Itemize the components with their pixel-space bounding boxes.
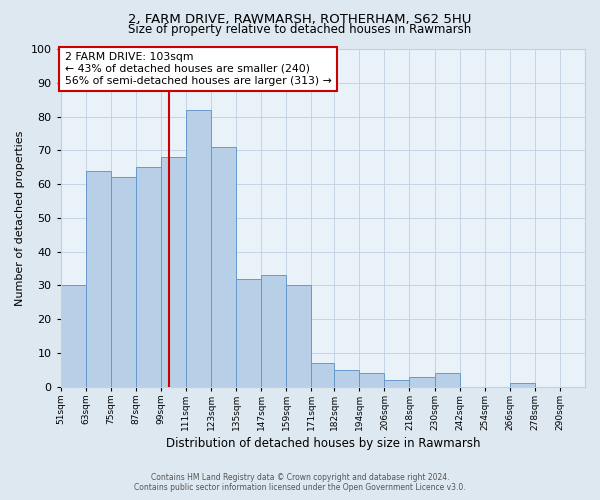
Bar: [136, 167, 161, 386]
Bar: [211, 147, 236, 386]
Bar: [409, 376, 434, 386]
Bar: [111, 178, 136, 386]
Bar: [334, 370, 359, 386]
Text: Size of property relative to detached houses in Rawmarsh: Size of property relative to detached ho…: [128, 22, 472, 36]
Bar: [86, 170, 111, 386]
Text: 2 FARM DRIVE: 103sqm
← 43% of detached houses are smaller (240)
56% of semi-deta: 2 FARM DRIVE: 103sqm ← 43% of detached h…: [65, 52, 332, 86]
Text: Contains HM Land Registry data © Crown copyright and database right 2024.
Contai: Contains HM Land Registry data © Crown c…: [134, 473, 466, 492]
Bar: [61, 286, 86, 386]
Bar: [261, 276, 286, 386]
Bar: [359, 373, 385, 386]
Bar: [236, 278, 261, 386]
Bar: [311, 363, 334, 386]
Bar: [434, 373, 460, 386]
Bar: [510, 384, 535, 386]
Bar: [186, 110, 211, 386]
Text: 2, FARM DRIVE, RAWMARSH, ROTHERHAM, S62 5HU: 2, FARM DRIVE, RAWMARSH, ROTHERHAM, S62 …: [128, 12, 472, 26]
Bar: [161, 157, 186, 386]
Bar: [385, 380, 409, 386]
Y-axis label: Number of detached properties: Number of detached properties: [15, 130, 25, 306]
Bar: [286, 286, 311, 386]
X-axis label: Distribution of detached houses by size in Rawmarsh: Distribution of detached houses by size …: [166, 437, 480, 450]
